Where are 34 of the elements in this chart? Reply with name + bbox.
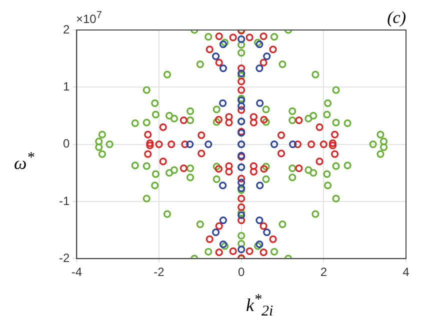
point [186, 140, 194, 148]
y-tick-label: -2 [59, 250, 70, 265]
point [204, 140, 212, 148]
point [238, 178, 246, 186]
x-tick-label: 0 [238, 265, 245, 280]
point [238, 70, 246, 78]
point [219, 99, 227, 107]
point [212, 228, 220, 236]
point [219, 216, 228, 224]
point [263, 52, 271, 60]
point [270, 140, 278, 148]
y-tick-label: 0 [62, 136, 70, 151]
point [219, 64, 228, 72]
text: (c) [387, 8, 406, 28]
point [256, 99, 264, 107]
point [288, 140, 297, 148]
x-tick-label: -2 [154, 265, 165, 280]
point [256, 216, 264, 224]
point [256, 64, 264, 72]
y-tick-label: 2 [62, 22, 70, 36]
point [238, 102, 246, 110]
point [219, 182, 227, 190]
y-tick-label: -1 [59, 194, 70, 208]
y-axis-title: ω$^{*}$ [14, 150, 34, 174]
point [256, 182, 264, 190]
y-tick-label: 1 [62, 79, 70, 94]
point [238, 246, 246, 254]
point [212, 52, 220, 60]
point [238, 35, 246, 43]
point [263, 228, 271, 236]
x-tick-label: 4 [402, 265, 410, 280]
x-tick-label: 2 [320, 265, 328, 280]
x-tick-label: -4 [71, 265, 82, 280]
text: ×10$^{7}$ [76, 10, 102, 26]
